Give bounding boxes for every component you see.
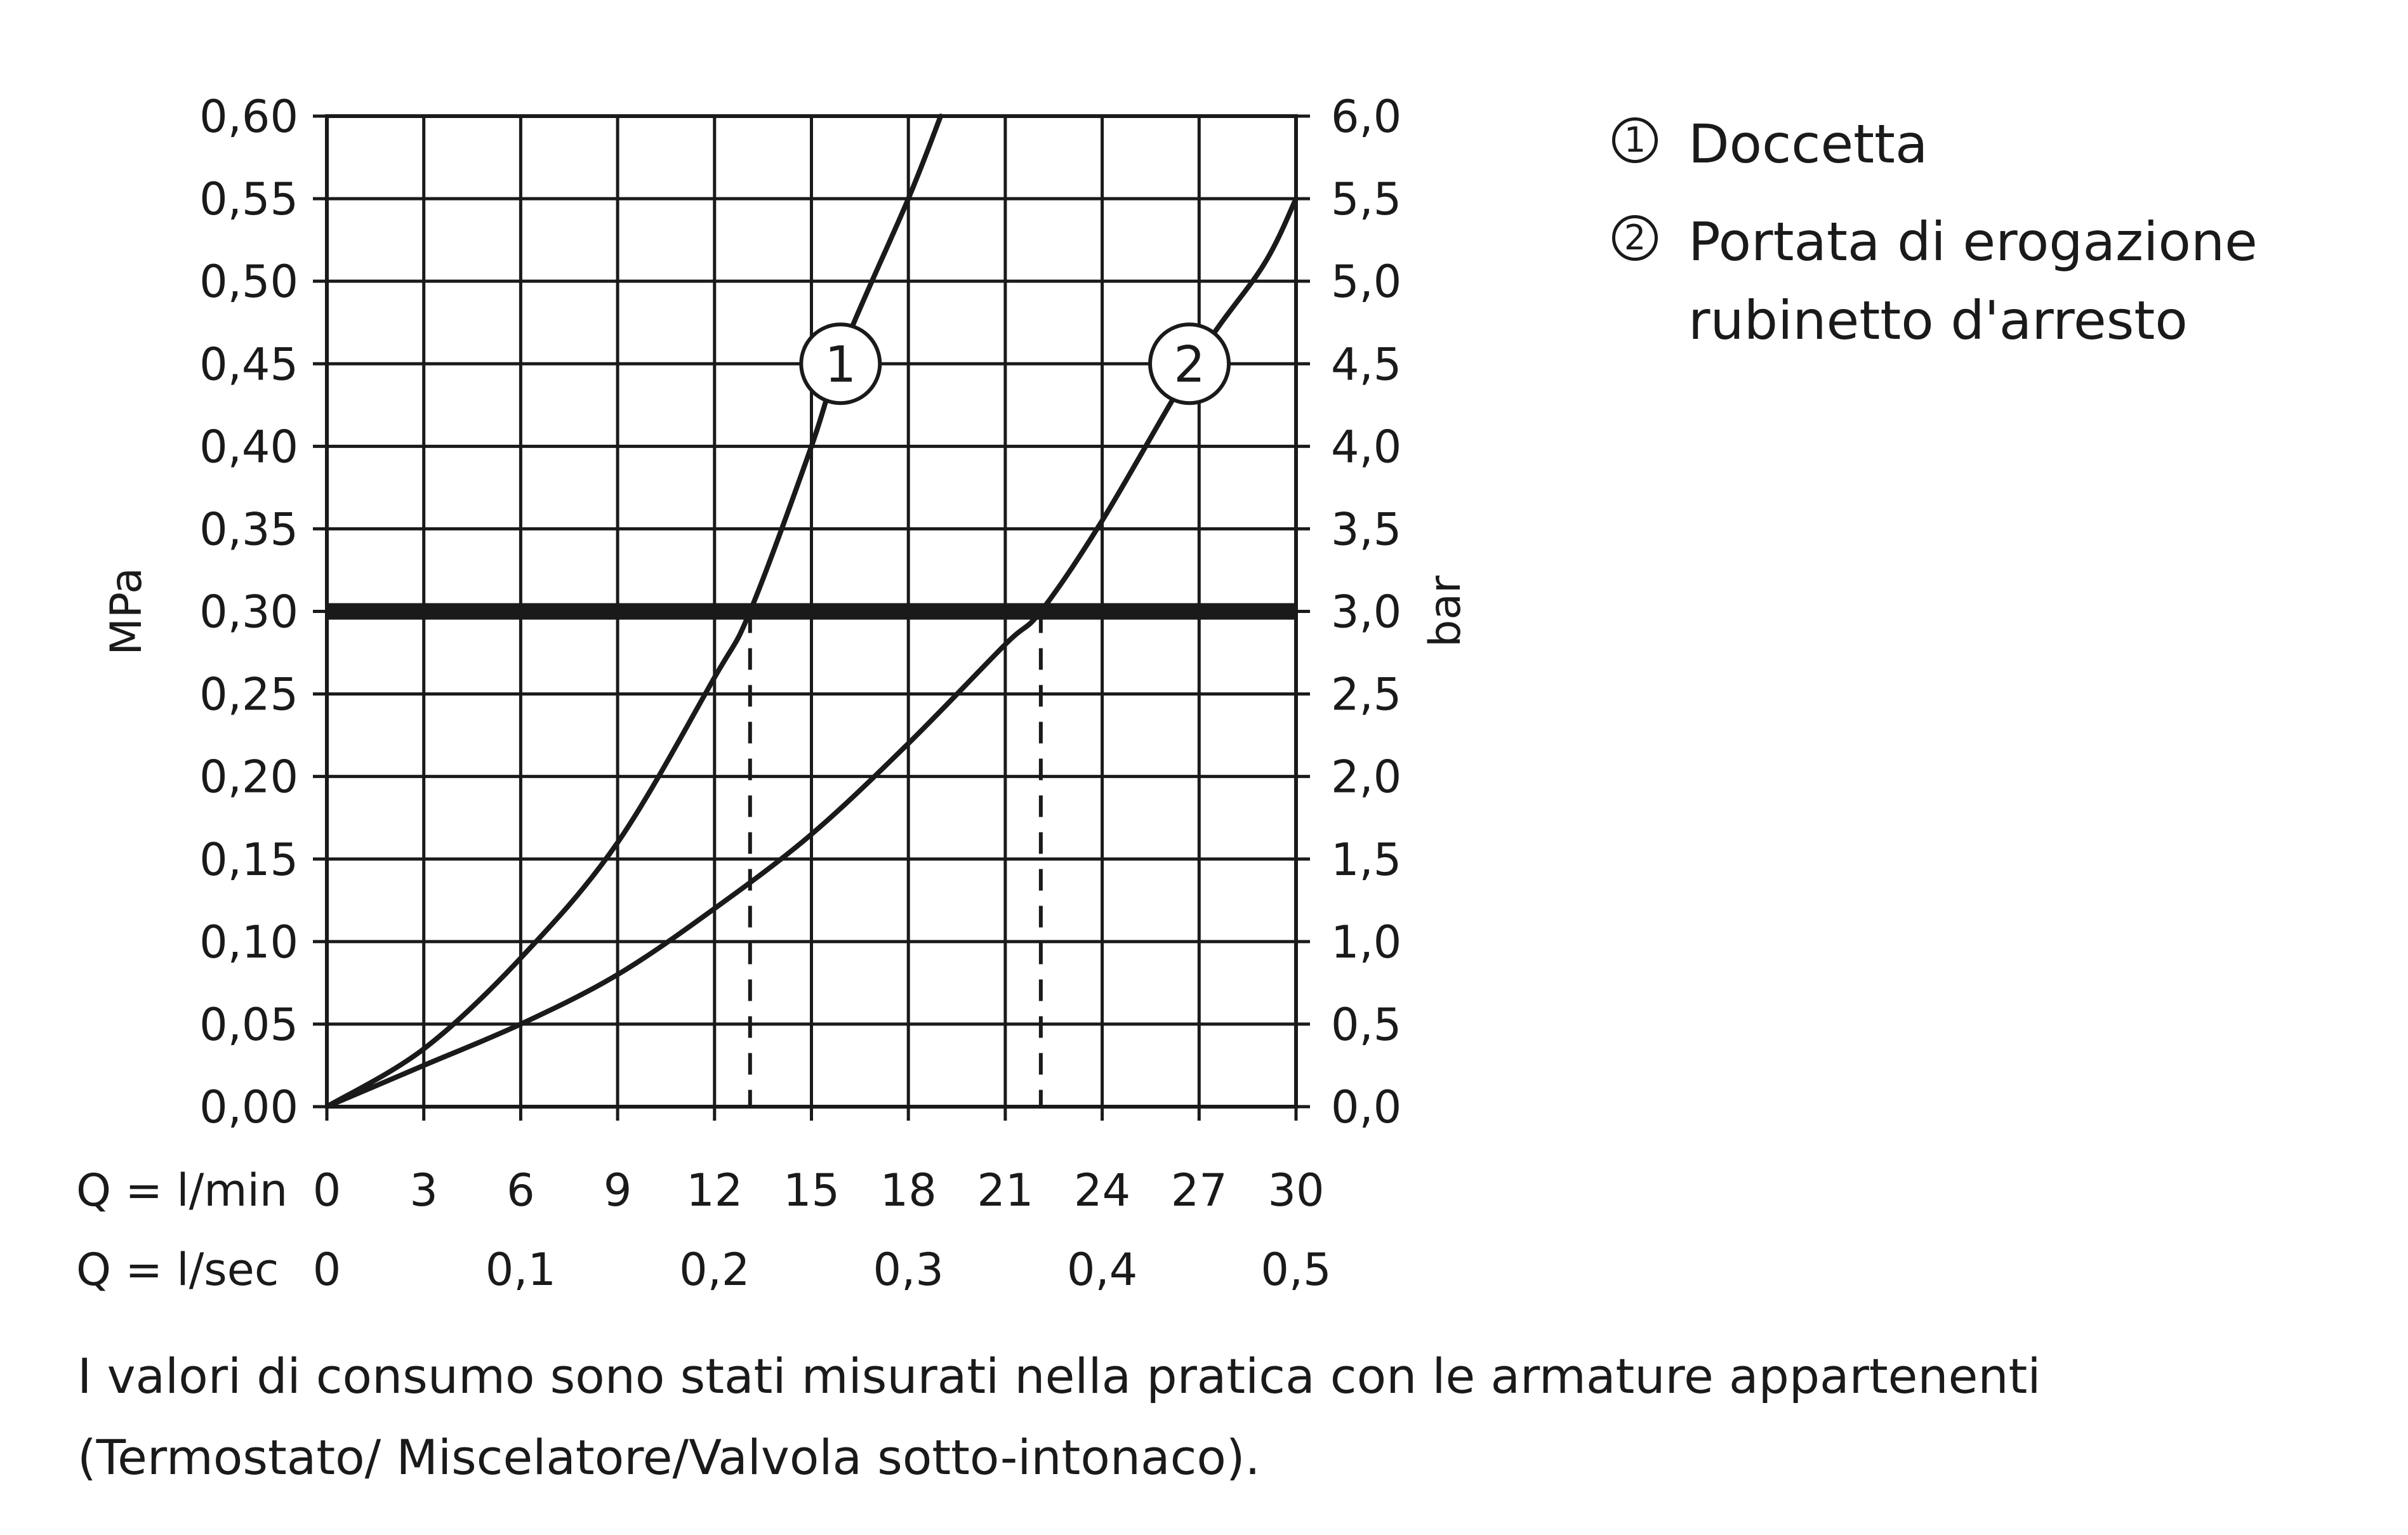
right-tick-label: 4,5: [1331, 338, 1401, 390]
left-tick-label: 0,10: [199, 916, 298, 968]
x-tick-lsec: 0: [313, 1244, 341, 1296]
right-tick-label: 2,5: [1331, 669, 1401, 721]
right-tick-label: 1,5: [1331, 834, 1401, 886]
x-tick-lmin: 15: [783, 1164, 840, 1216]
left-tick-label: 0,30: [199, 586, 298, 638]
x-tick-lsec: 0,3: [873, 1244, 944, 1296]
marker-label-1: 1: [824, 336, 856, 393]
right-tick-label: 3,5: [1331, 503, 1401, 555]
left-tick-label: 0,35: [199, 503, 298, 555]
x-axis-lmin-label: Q = l/min: [76, 1164, 288, 1216]
x-tick-lmin: 27: [1171, 1164, 1227, 1216]
right-tick-label: 0,5: [1331, 999, 1401, 1051]
x-tick-lsec: 0,2: [679, 1244, 750, 1296]
left-tick-label: 0,50: [199, 256, 298, 308]
right-axis-unit: bar: [1420, 576, 1471, 647]
x-tick-lmin: 21: [977, 1164, 1033, 1216]
left-tick-label: 0,25: [199, 669, 298, 721]
x-tick-lsec: 0,1: [486, 1244, 556, 1296]
x-tick-lmin: 3: [409, 1164, 438, 1216]
x-tick-lmin: 9: [604, 1164, 632, 1216]
footnote: I valori di consumo sono stati misurati …: [77, 1348, 2041, 1486]
marker-circle-2: [1148, 322, 1231, 405]
right-tick-label: 3,0: [1331, 586, 1401, 638]
legend: 1 Doccetta 2 Portata di erogazione rubin…: [1612, 105, 2259, 379]
x-tick-lmin: 6: [506, 1164, 535, 1216]
x-tick-lmin: 30: [1267, 1164, 1324, 1216]
axis-labels: 0,00 0,00,05 0,50,10 1,00,15 1,50,20 2,00,25 2…: [76, 91, 1471, 1296]
right-tick-label: 5,0: [1331, 256, 1401, 308]
legend-text-2: Portata di erogazione rubinetto d'arrest…: [1688, 211, 2258, 352]
left-tick-label: 0,45: [199, 338, 298, 390]
marker-circle-1: [799, 322, 882, 405]
left-tick-label: 0,60: [199, 91, 298, 143]
left-tick-label: 0,05: [199, 999, 298, 1051]
x-tick-lmin: 12: [686, 1164, 743, 1216]
marker-label-2: 2: [1174, 336, 1205, 393]
right-tick-label: 0,0: [1331, 1081, 1401, 1133]
legend-number-1: 1: [1612, 117, 1658, 163]
right-tick-label: 4,0: [1331, 421, 1401, 473]
left-tick-label: 0,55: [199, 173, 298, 225]
legend-text-1: Doccetta: [1688, 113, 1928, 175]
legend-item-2: 2 Portata di erogazione rubinetto d'arre…: [1612, 202, 2259, 360]
right-tick-label: 5,5: [1331, 173, 1401, 225]
left-tick-label: 0,40: [199, 421, 298, 473]
legend-item-1: 1 Doccetta: [1612, 105, 2259, 183]
left-tick-label: 0,00: [199, 1081, 298, 1133]
left-tick-label: 0,20: [199, 751, 298, 803]
right-tick-label: 6,0: [1331, 91, 1401, 143]
x-tick-lsec: 0,4: [1067, 1244, 1137, 1296]
drop-lines: [748, 611, 1043, 1107]
left-tick-label: 0,15: [199, 834, 298, 886]
x-axis-lsec-label: Q = l/sec: [76, 1244, 279, 1296]
x-tick-lsec: 0,5: [1260, 1244, 1331, 1296]
right-tick-label: 1,0: [1331, 916, 1401, 968]
legend-number-2: 2: [1612, 215, 1658, 261]
x-tick-lmin: 0: [313, 1164, 341, 1216]
x-tick-lmin: 24: [1074, 1164, 1130, 1216]
left-axis-unit: MPa: [102, 567, 152, 655]
curve-1: [324, 114, 944, 1109]
x-tick-lmin: 18: [880, 1164, 937, 1216]
right-tick-label: 2,0: [1331, 751, 1401, 803]
